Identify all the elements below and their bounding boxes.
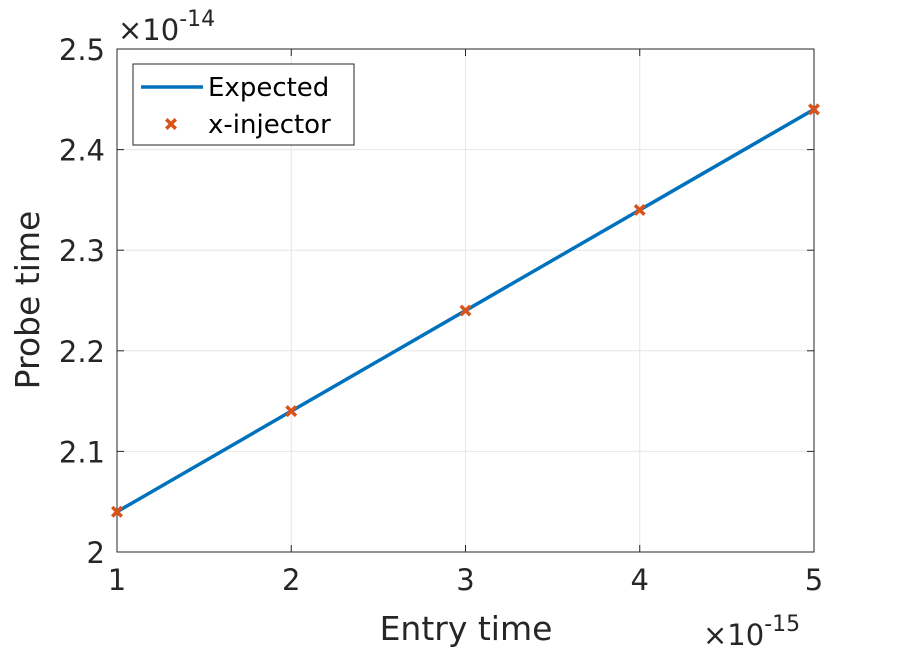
grid [117, 49, 814, 552]
x-axis-title: Entry time [380, 609, 553, 648]
data-point-x-injector [111, 505, 123, 518]
y-tick-label: 2.5 [59, 33, 105, 67]
data-point-x-injector [459, 304, 472, 317]
y-tick-label: 2.1 [59, 435, 105, 469]
y-axis-multiplier: ×10-14 [118, 7, 215, 47]
y-tick-label: 2.2 [59, 335, 105, 369]
data-point-x-injector [808, 103, 820, 116]
y-tick-label: 2 [87, 536, 105, 570]
plot-series [111, 103, 820, 518]
y-tick-label: 2.3 [59, 234, 105, 268]
legend: Expected x-injector [132, 63, 355, 146]
tick-labels: 1 2 3 4 522.12.22.32.42.5 [59, 33, 823, 597]
legend-label-expected: Expected [208, 73, 329, 103]
x-multiplier-exponent: -15 [764, 612, 800, 637]
data-point-x-injector [285, 405, 298, 418]
x-tick-label: 1 [108, 563, 126, 597]
x-tick-label: 3 [456, 563, 474, 597]
x-tick-label: 2 [282, 563, 300, 597]
legend-box [132, 63, 355, 146]
x-tick-label: 5 [805, 563, 823, 597]
y-multiplier-exponent: -14 [179, 7, 215, 32]
y-axis-title: Probe time [8, 211, 47, 390]
legend-marker-sample [165, 118, 177, 130]
legend-label-x-injector: x-injector [208, 110, 331, 140]
data-point-x-injector [633, 203, 646, 216]
x-multiplier-base: ×10 [703, 618, 764, 652]
x-axis-multiplier: ×10-15 [703, 612, 800, 652]
y-tick-label: 2.4 [59, 134, 105, 168]
axes [116, 48, 815, 553]
x-tick-label: 4 [631, 563, 649, 597]
y-multiplier-base: ×10 [118, 13, 179, 47]
